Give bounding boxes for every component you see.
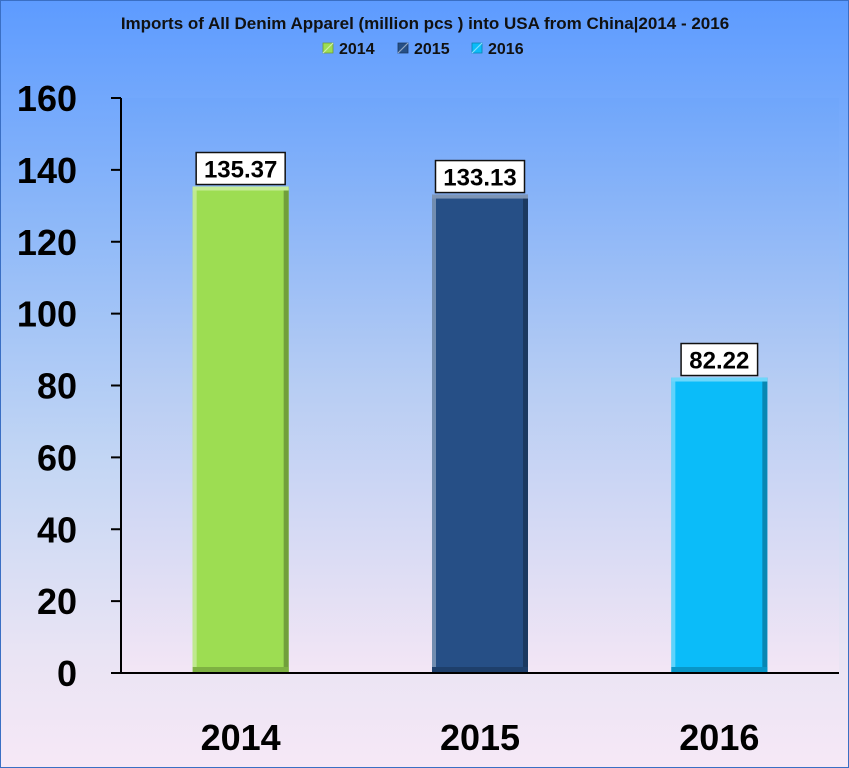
x-tick-label-2014: 2014	[201, 717, 281, 758]
x-tick-label-2015: 2015	[440, 717, 520, 758]
y-tick-label: 160	[17, 78, 77, 119]
y-tick-label: 40	[37, 509, 77, 550]
legend: 2014 2015 2016	[322, 41, 524, 58]
bar-bevel-left	[192, 186, 197, 673]
x-axis: 2014 2015 2016	[111, 672, 839, 758]
data-label-2014: 135.37	[204, 157, 277, 184]
bar-bevel-top	[432, 194, 528, 199]
bar-bevel-bottom	[432, 667, 528, 673]
data-label-box-2016	[680, 342, 759, 377]
bar-bevel-left	[671, 377, 676, 673]
legend-swatch-mark-2015	[397, 42, 409, 54]
bar-bevel-left	[432, 194, 436, 673]
bar-bevel-bottom	[671, 667, 768, 673]
bar-bevel-top	[671, 377, 768, 382]
bar-bevel-right	[523, 194, 528, 673]
bar-bevel-right	[283, 186, 289, 673]
y-tick-label: 80	[37, 366, 77, 407]
legend-label-2015: 2015	[414, 41, 450, 58]
y-tick-label: 20	[37, 581, 77, 622]
y-tick-label: 100	[17, 294, 77, 335]
y-tick-label: 0	[57, 653, 77, 694]
bar-2015	[432, 194, 528, 673]
data-label-box-2015	[434, 159, 526, 194]
chart-title: Imports of All Denim Apparel (million pc…	[121, 14, 729, 33]
legend-label-2014: 2014	[339, 41, 375, 58]
data-label-box-2014	[195, 151, 286, 186]
data-label-2015: 133.13	[443, 165, 516, 192]
legend-swatch-mark-2014	[322, 42, 334, 54]
y-axis: 0 20 40 60 80 100 120 140 160	[17, 78, 122, 694]
y-tick-label: 120	[17, 222, 77, 263]
x-tick-label-2016: 2016	[679, 717, 759, 758]
bar-bevel-top	[192, 186, 289, 191]
legend-swatch-mark-2016	[471, 42, 483, 54]
bar-bevel-bottom	[192, 667, 289, 673]
bar-2014	[192, 186, 289, 673]
bars: 135.37 133.13 82.22	[192, 151, 768, 673]
legend-label-2016: 2016	[488, 41, 524, 58]
y-tick-label: 140	[17, 150, 77, 191]
y-tick-label: 60	[37, 437, 77, 478]
data-label-2016: 82.22	[689, 348, 749, 375]
bar-2016	[671, 377, 768, 673]
bar-bevel-right	[762, 377, 768, 673]
